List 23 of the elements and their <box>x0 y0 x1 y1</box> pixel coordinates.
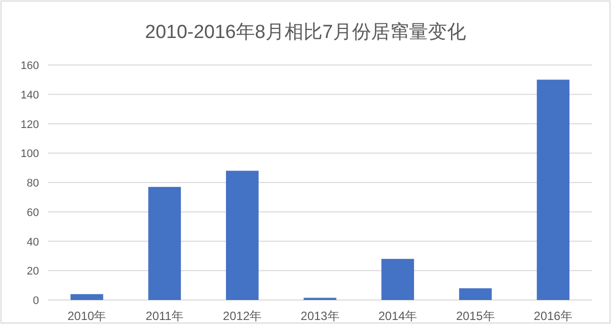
y-tick-label: 60 <box>26 206 39 219</box>
y-tick-label: 140 <box>20 89 39 102</box>
chart-title: 2010-2016年8月相比7月份居窜量变化 <box>145 21 466 43</box>
bar <box>381 258 414 300</box>
y-tick-label: 40 <box>26 236 39 248</box>
y-tick-label: 20 <box>26 266 39 278</box>
x-tick-label: 2016年 <box>534 309 572 323</box>
x-tick-label: 2011年 <box>146 309 184 323</box>
y-tick-label: 100 <box>20 148 39 160</box>
y-tick-label: 0 <box>32 295 39 307</box>
x-tick-label: 2014年 <box>378 309 418 323</box>
bar <box>459 288 492 300</box>
x-tick-label: 2012年 <box>222 309 262 323</box>
bar <box>70 294 104 300</box>
x-tick-label: 2010年 <box>68 309 106 323</box>
x-tick-label: 2015年 <box>456 309 495 323</box>
y-tick-label: 160 <box>20 60 39 72</box>
bar <box>148 186 181 300</box>
bar <box>536 80 570 300</box>
y-tick-label: 120 <box>20 118 39 131</box>
x-tick-label: 2013年 <box>300 309 340 323</box>
y-tick-label: 80 <box>26 178 39 190</box>
bar <box>226 170 259 300</box>
